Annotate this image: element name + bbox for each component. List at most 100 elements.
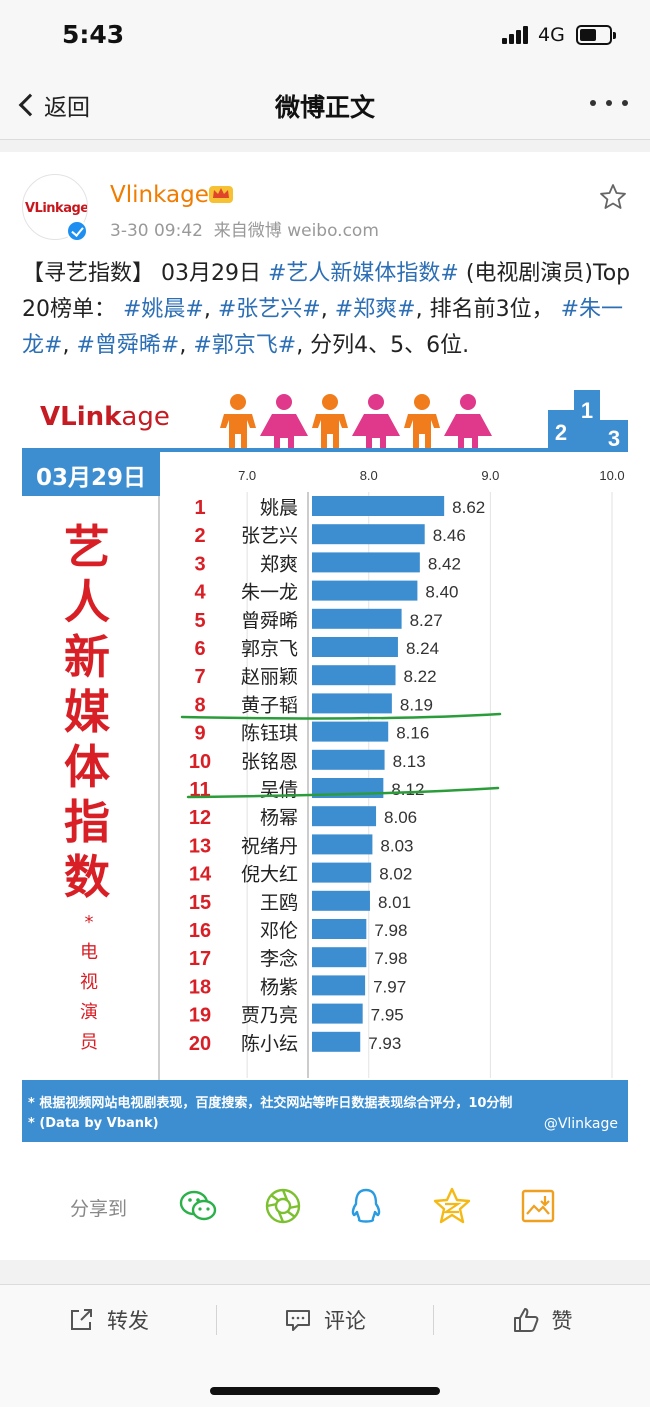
header-strip [22,448,628,452]
post-text-segment: , [320,297,335,322]
name-label: 杨幂 [260,807,298,829]
repost-button[interactable]: 转发 [0,1285,216,1355]
bar [312,608,402,629]
x-tick-label: 8.0 [360,468,378,483]
footnote-2: * (Data by Vbank) [28,1116,159,1131]
vertical-title-char: 新 [64,630,110,684]
bar-value-label: 7.98 [374,921,407,940]
hashtag-link[interactable]: #张艺兴# [217,297,321,322]
name-label: 张艺兴 [241,525,298,547]
podium-label-1: 1 [581,398,593,423]
post-text-segment: (电视剧演员)Top 20榜单： [22,261,631,322]
podium-label-3: 3 [608,426,620,451]
bar-value-label: 8.01 [378,893,411,912]
bar [312,496,445,516]
x-tick-label: 10.0 [599,468,624,483]
hashtag-link[interactable]: #姚晨# [123,297,204,322]
name-label: 陈小纭 [241,1033,298,1055]
repost-label: 转发 [107,1309,149,1333]
bar [312,1003,363,1024]
name-label: 邓伦 [260,920,298,942]
share-label: 分享到 [70,1198,128,1220]
podium-icon: 2 1 3 [548,390,628,452]
rank-label: 10 [189,751,211,773]
bar [312,1031,361,1052]
logo-main: VLink [40,402,122,432]
vertical-subtitle-char: 电 [80,942,98,963]
watermark-handle: @Vlinkage [543,1116,618,1132]
name-label: 黄子韬 [241,694,298,716]
vertical-subtitle-char: 视 [80,972,98,993]
comment-icon [286,1310,310,1331]
rank-label: 20 [189,1033,211,1055]
vertical-title: 艺人新媒体指数 [52,520,122,905]
vertical-title-char: 人 [64,575,110,629]
name-label: 贾乃亮 [241,1005,298,1027]
rank-label: 3 [194,553,205,575]
bar [312,919,367,939]
crown-icon [209,186,233,203]
hashtag-link[interactable]: #郑爽# [334,297,416,322]
rank-label: 15 [189,892,211,914]
save-image-icon[interactable] [518,1186,558,1226]
post-image[interactable]: VLinkage 2 1 3 03月29日 艺人新媒体指数 * 电视演员 7.0 8… [22,380,628,1142]
network-type: 4G [538,24,565,46]
more-options-icon[interactable] [590,100,630,110]
bar [312,862,372,883]
bar-value-label: 8.13 [393,752,426,771]
post-text: 【寻艺指数】 03月29日 #艺人新媒体指数# (电视剧演员)Top 20榜单：… [22,256,634,364]
name-label: 朱一龙 [241,582,298,604]
name-label: 李念 [260,947,298,970]
name-label: 王鸥 [260,892,298,914]
footnote-1: * 根据视频网站电视剧表现，百度搜索，社交网站等昨日数据表现综合评分，10分制 [28,1096,513,1111]
vertical-subtitle-char: 演 [80,1002,98,1023]
bar-value-label: 8.40 [425,583,458,602]
star-icon[interactable] [598,182,628,212]
qzone-icon[interactable] [432,1186,472,1226]
like-button[interactable]: 赞 [434,1285,650,1355]
name-label: 曾舜晞 [241,610,298,632]
infographic-logo: VLinkage [40,402,170,432]
comment-label: 评论 [324,1309,366,1333]
post-timestamp: 3-30 09:42 [110,221,203,241]
rank-label: 12 [189,807,211,829]
vertical-title-char: 体 [64,740,110,794]
thumbs-up-icon [513,1308,538,1332]
vertical-title-char: 数 [64,850,110,904]
back-button[interactable]: 返回 [14,86,90,124]
handwritten-underline [186,786,500,799]
bar [312,637,398,657]
wechat-icon[interactable] [178,1186,218,1226]
hashtag-link[interactable]: #曾舜晞# [76,333,180,358]
back-label: 返回 [44,95,90,121]
post-text-segment: 【寻艺指数】 03月29日 [22,261,268,286]
hashtag-link[interactable]: #朱一龙# [22,297,624,358]
name-label: 吴倩 [260,779,298,801]
bar-value-label: 8.06 [384,808,417,827]
hashtag-link[interactable]: #艺人新媒体指数# [267,261,459,286]
vertical-title-char: 指 [64,795,110,849]
name-label: 倪大红 [241,864,298,886]
bar [312,665,396,686]
bar-value-label: 8.24 [406,639,439,658]
signal-icon [502,26,532,44]
user-name[interactable]: Vlinkage [110,182,209,208]
bar [312,890,370,911]
hashtag-link[interactable]: #郭京飞# [193,333,297,358]
bottom-action-bar: 转发 评论 赞 [0,1284,650,1407]
qq-icon[interactable] [346,1186,386,1226]
bar-value-label: 7.97 [373,977,406,996]
rank-label: 14 [189,864,212,886]
rank-label: 13 [189,835,211,857]
comment-button[interactable]: 评论 [217,1285,433,1355]
bar-value-label: 8.62 [452,498,485,517]
bar [312,693,392,714]
bar-value-label: 8.42 [428,554,461,573]
rank-label: 1 [194,497,205,519]
rank-label: 5 [194,610,205,632]
moments-icon[interactable] [263,1186,303,1226]
logo-suffix: age [121,402,170,432]
bar-value-label: 8.19 [400,695,433,714]
bar-value-label: 8.46 [433,526,466,545]
vertical-subtitle-char: * [84,912,94,933]
